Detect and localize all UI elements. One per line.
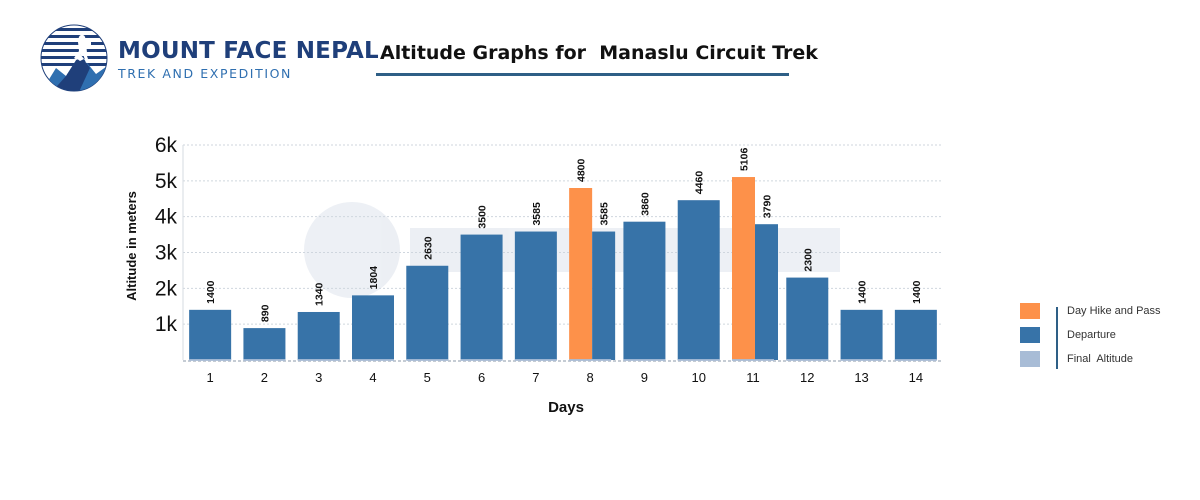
mountain-climber-logo-icon xyxy=(40,24,108,92)
data-label: 1400 xyxy=(205,280,217,304)
final-altitude-marker xyxy=(732,359,774,361)
final-altitude-marker xyxy=(569,359,612,361)
final-altitude-marker xyxy=(677,359,720,361)
final-altitude-marker xyxy=(352,359,394,361)
y-tick-label: 1k xyxy=(155,313,178,336)
data-label: 5106 xyxy=(739,148,751,172)
final-altitude-marker xyxy=(623,359,666,361)
x-tick-label: 10 xyxy=(691,370,705,385)
bar-day-11-departure xyxy=(755,224,778,360)
bar-day-8-departure xyxy=(592,231,616,360)
data-label: 4460 xyxy=(694,171,706,195)
final-altitude-marker xyxy=(406,359,449,361)
data-label: 3585 xyxy=(599,202,611,226)
bars xyxy=(189,177,937,361)
legend-swatch xyxy=(1020,327,1040,343)
bar-day-8-hike xyxy=(569,188,593,360)
legend: Day Hike and Pass Departure Final Altitude xyxy=(1020,303,1190,375)
brand-logo: MOUNT FACE NEPAL TREK AND EXPEDITION xyxy=(40,24,379,94)
x-tick-label: 7 xyxy=(532,370,539,385)
bar-day-11-hike xyxy=(732,177,755,360)
x-tick-label: 12 xyxy=(800,370,814,385)
data-label: 1804 xyxy=(368,266,380,290)
bar-day-4 xyxy=(352,295,394,360)
data-label: 3500 xyxy=(477,205,489,229)
final-altitude-marker xyxy=(786,359,829,361)
x-tick-label: 1 xyxy=(207,370,214,385)
brand-tagline: TREK AND EXPEDITION xyxy=(118,66,293,81)
final-altitude-marker xyxy=(894,359,937,361)
data-label: 1340 xyxy=(314,282,326,306)
bar-day-13 xyxy=(840,309,883,360)
bar-day-12 xyxy=(786,277,829,360)
data-label: 2300 xyxy=(802,248,814,272)
x-tick-label: 4 xyxy=(369,370,376,385)
final-altitude-marker xyxy=(243,359,286,361)
x-tick-label: 9 xyxy=(641,370,648,385)
data-label: 3860 xyxy=(639,192,651,216)
data-label: 3585 xyxy=(531,202,543,226)
x-tick-label: 2 xyxy=(261,370,268,385)
bar-day-2 xyxy=(243,328,286,360)
title-underline xyxy=(376,73,789,76)
x-tick-label: 14 xyxy=(909,370,923,385)
x-tick-label: 3 xyxy=(315,370,322,385)
bar-day-9 xyxy=(623,221,666,360)
data-label: 2630 xyxy=(422,236,434,260)
x-tick-label: 8 xyxy=(587,370,594,385)
data-label: 4800 xyxy=(576,158,588,182)
final-altitude-marker xyxy=(189,359,232,361)
y-axis-title: Altitude in meters xyxy=(124,191,139,301)
bar-day-10 xyxy=(677,200,720,360)
final-altitude-marker xyxy=(460,359,503,361)
data-label: 1400 xyxy=(911,280,923,304)
x-tick-label: 6 xyxy=(478,370,485,385)
final-altitude-marker xyxy=(297,359,340,361)
legend-label: Day Hike and Pass xyxy=(1067,305,1161,317)
data-labels: 1400 890 1340 1804 2630 3500 3585 4800 3585 3860 4… xyxy=(205,148,923,323)
bar-day-5 xyxy=(406,265,449,360)
legend-label: Departure xyxy=(1067,329,1116,341)
legend-divider xyxy=(1056,307,1058,369)
chart-title: Altitude Graphs for Manaslu Circuit Trek xyxy=(380,42,818,64)
x-tick-label: 13 xyxy=(854,370,868,385)
x-axis-title: Days xyxy=(548,399,584,416)
y-tick-label: 3k xyxy=(155,242,178,265)
bar-day-14 xyxy=(894,309,937,360)
bar-day-1 xyxy=(189,309,232,360)
legend-swatch xyxy=(1020,351,1040,367)
brand-name: MOUNT FACE NEPAL xyxy=(118,38,379,64)
final-altitude-marker xyxy=(840,359,883,361)
x-tick-label: 5 xyxy=(424,370,431,385)
data-label: 1400 xyxy=(857,280,869,304)
y-tick-label: 6k xyxy=(155,134,178,157)
legend-swatch xyxy=(1020,303,1040,319)
y-tick-label: 4k xyxy=(155,206,178,229)
data-label: 890 xyxy=(259,304,271,322)
bar-day-6 xyxy=(460,234,503,360)
y-tick-label: 2k xyxy=(155,277,178,300)
x-tick-label: 11 xyxy=(746,370,760,385)
data-label: 3790 xyxy=(762,195,774,219)
y-tick-label: 5k xyxy=(155,170,178,193)
legend-label: Final Altitude xyxy=(1067,353,1134,365)
final-altitude-marker xyxy=(514,359,557,361)
bar-day-3 xyxy=(297,311,340,360)
bar-day-7 xyxy=(514,231,557,360)
